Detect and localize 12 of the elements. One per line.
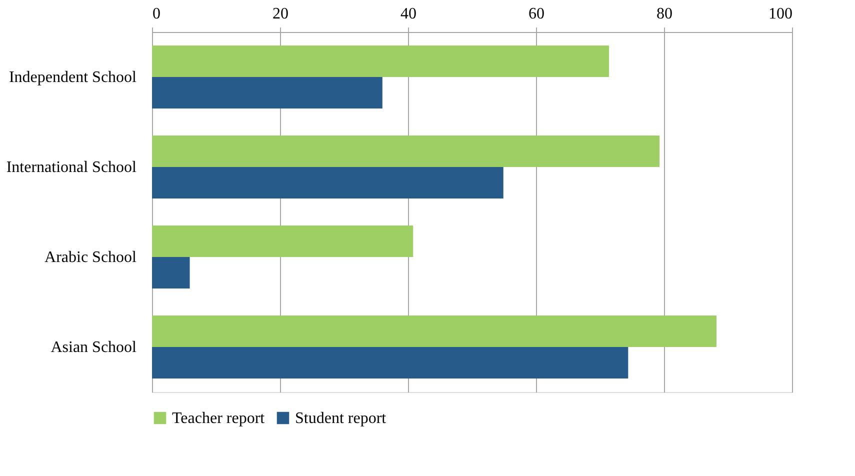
- x-tick-label: 40: [400, 6, 416, 22]
- y-tick-label: Independent School: [8, 69, 138, 86]
- x-tick-label: 20: [272, 6, 288, 22]
- x-tick-label: 0: [152, 6, 160, 22]
- x-tick-label: 100: [768, 6, 792, 22]
- y-tick-label: International School: [6, 159, 138, 176]
- y-tick-label: Arabic School: [44, 249, 138, 266]
- y-tick-label: Asian School: [50, 339, 138, 356]
- x-tick-label: 80: [656, 6, 672, 22]
- legend-label: Teacher report: [172, 410, 266, 427]
- legend-label: Student report: [295, 410, 387, 427]
- x-tick-label: 60: [528, 6, 544, 22]
